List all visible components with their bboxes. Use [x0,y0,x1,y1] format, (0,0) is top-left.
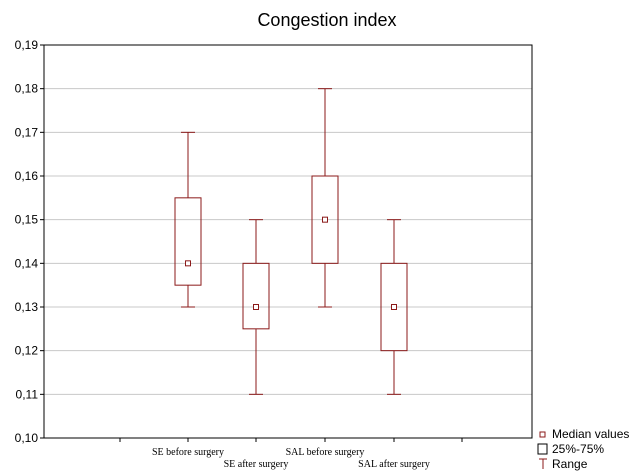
box-4 [380,219,408,395]
x-tick-label: SAL after surgery [358,459,430,470]
box-1 [174,131,202,308]
y-tick-label: 0,18 [15,82,39,96]
iqr-box [311,175,339,264]
median-marker [185,260,191,267]
y-tick-label: 0,16 [15,169,39,183]
y-tick-label: 0,12 [15,344,39,358]
y-tick-label: 0,19 [15,38,39,52]
median-marker [253,304,259,310]
legend-range-label: Range [552,457,588,471]
legend-box-label: 25%-75% [552,442,604,456]
x-tick-label: SE after surgery [224,459,289,470]
y-tick-label: 0,17 [15,125,39,139]
plot-frame [43,44,533,439]
box-3 [311,88,339,308]
median-marker [391,304,397,310]
legend-median-label: Median values [552,427,629,441]
legend-median-symbol [539,431,546,438]
x-tick-label: SAL before surgery [286,447,365,458]
y-tick-label: 0,14 [15,256,39,270]
y-tick-label: 0,15 [15,213,39,227]
iqr-box [174,197,202,286]
legend-box-symbol [537,443,548,455]
iqr-box [242,262,270,330]
boxes-group [174,88,408,395]
y-tick-label: 0,11 [16,387,39,401]
x-tick-label: SE before surgery [152,447,224,458]
y-axis: 0,10 0,11 0,12 0,13 0,14 0,15 0,16 0,17 0,18 0,19 [15,38,44,445]
box-2 [242,219,270,395]
iqr-box [380,262,408,352]
median-marker [322,216,328,223]
grid-lines [44,88,532,395]
y-tick-label: 0,10 [15,431,39,445]
legend: Median values 25%-75% Range [537,427,629,471]
chart-title: Congestion index [257,10,396,30]
y-tick-label: 0,13 [15,300,39,314]
